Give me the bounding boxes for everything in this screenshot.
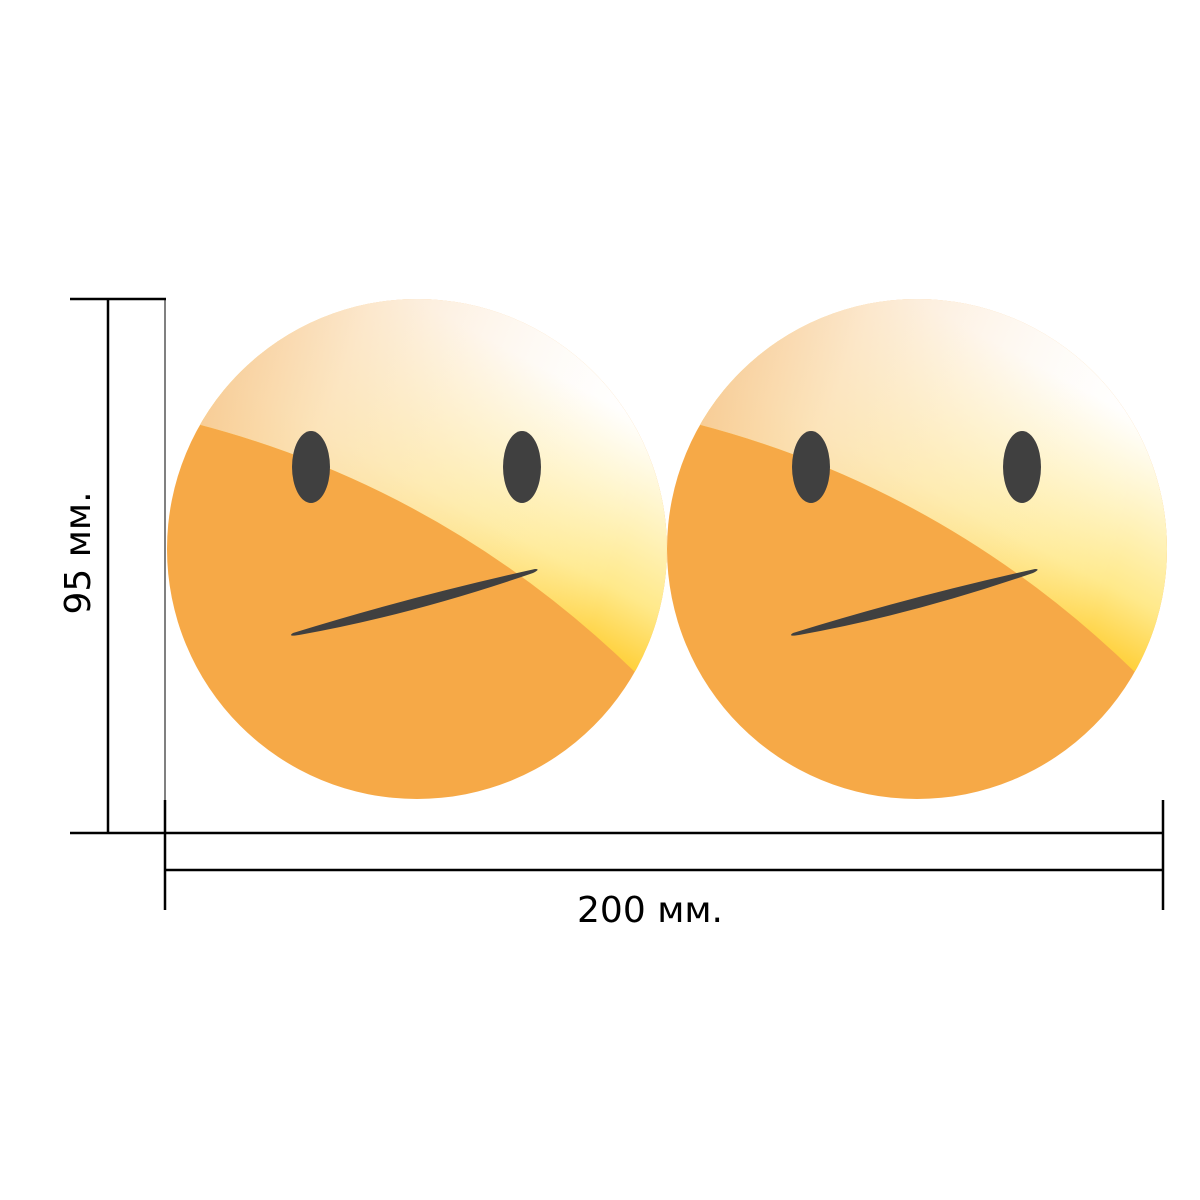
sticker-face	[647, 279, 1187, 799]
sticker-face	[147, 279, 687, 799]
width-label: 200 мм.	[577, 890, 723, 931]
height-label: 95 мм.	[58, 491, 99, 614]
width-dimension: 200 мм.	[163, 800, 1165, 931]
height-dimension: 95 мм.	[58, 297, 166, 835]
